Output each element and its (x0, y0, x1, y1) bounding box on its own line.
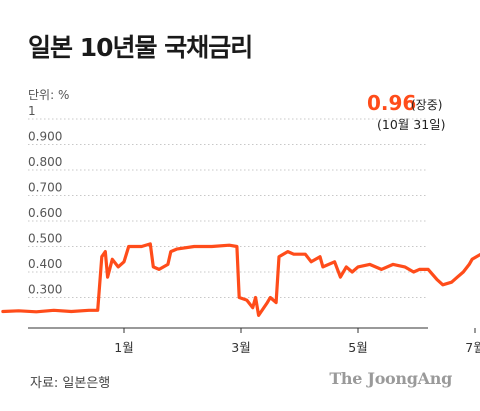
y-tick-label: 0.600 (28, 206, 62, 220)
x-tick-label: 5월 (348, 340, 367, 355)
grid (28, 118, 428, 298)
unit-label: 단위: % (28, 88, 69, 102)
y-tick-label: 0.500 (28, 232, 62, 246)
source-note: 자료: 일본은행 (30, 376, 111, 391)
y-tick-label: 0.400 (28, 257, 62, 271)
y-tick-label: 0.700 (28, 181, 62, 195)
x-tick-label: 1월 (114, 340, 133, 355)
brand-logo: The JoongAng (329, 369, 452, 388)
callout-date: (10월 31일) (377, 117, 446, 132)
chart-title: 일본 10년물 국채금리 (28, 33, 253, 62)
y-tick-labels: 1 0.900 0.800 0.700 0.600 0.500 0.400 0.300 (28, 104, 62, 297)
callout-value: 0.96 (367, 91, 416, 115)
y-tick-label: 0.800 (28, 155, 62, 169)
x-tick-label: 3월 (231, 340, 250, 355)
y-tick-label: 1 (28, 104, 36, 118)
series-line (1, 242, 480, 317)
y-tick-label: 0.900 (28, 130, 62, 144)
callout-note: (장중) (411, 98, 442, 112)
x-axis: 1월3월5월7월9월11월 (28, 327, 480, 355)
y-tick-label: 0.300 (28, 283, 62, 297)
x-tick-label: 7월 (465, 340, 480, 355)
